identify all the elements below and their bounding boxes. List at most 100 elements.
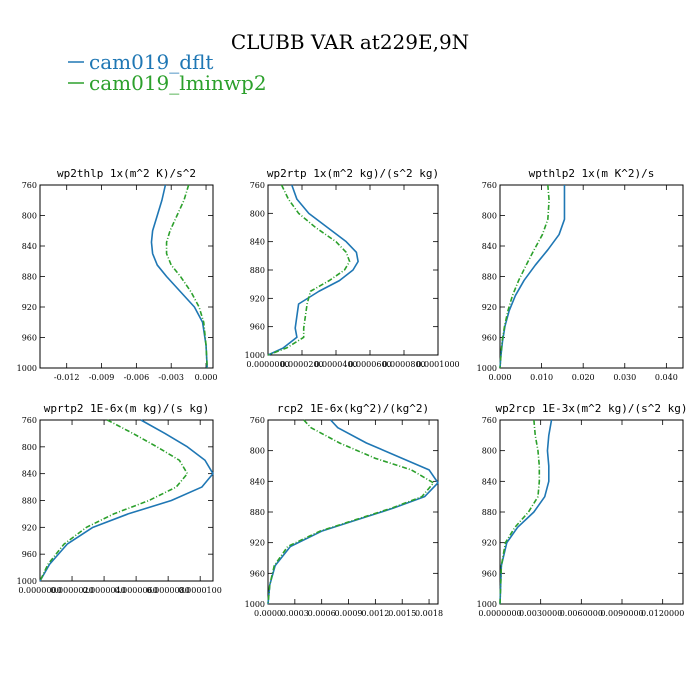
x-tick-label: 0.000 — [195, 373, 218, 382]
x-tick-label: 0.0000000 — [246, 360, 289, 369]
y-tick-label: 1000 — [477, 600, 497, 609]
y-tick-label: 760 — [482, 181, 497, 190]
y-tick-label: 880 — [250, 508, 265, 517]
panel-wpthlp2: wpthlp2 1x(m K^2)/s 760 800 840 880 920 960 100… — [477, 167, 684, 382]
x-tick-label: -0.003 — [158, 373, 184, 382]
y-tick-label: 800 — [22, 212, 37, 221]
x-tick-label: 0.0060000 — [560, 609, 603, 618]
panel-title: wp2rtp 1x(m^2 kg)/(s^2 kg) — [267, 167, 439, 180]
x-tick-label: 0.0000 — [254, 609, 282, 618]
plot-frame — [499, 419, 684, 605]
y-tick-label: 960 — [22, 334, 37, 343]
panel-wprtp2: wprtp2 1E-6x(m kg)/(s kg) 760 800 840 880 920… — [17, 402, 222, 595]
y-tick-label: 960 — [482, 334, 497, 343]
y-tick-label: 920 — [22, 523, 37, 532]
y-tick-label: 800 — [482, 447, 497, 456]
x-tick-label: 0.0015 — [388, 609, 416, 618]
y-tick-label: 920 — [250, 539, 265, 548]
y-tick-label: 800 — [22, 443, 37, 452]
y-tick-label: 760 — [482, 416, 497, 425]
panel-rcp2: rcp2 1E-6x(kg^2)/(kg^2) 760 800 840 880 920 96… — [245, 402, 443, 618]
x-tick-label: 0.0012 — [361, 609, 389, 618]
x-tick-label: -0.009 — [89, 373, 115, 382]
x-tick-label: 0.0000020 — [50, 586, 93, 595]
y-tick-label: 960 — [250, 569, 265, 578]
y-tick-label: 1000 — [17, 364, 37, 373]
series-line-lminwp2 — [499, 184, 550, 369]
y-tick-label: 840 — [250, 238, 265, 247]
y-tick-label: 1000 — [245, 600, 265, 609]
y-tick-label: 880 — [22, 497, 37, 506]
series-line-lminwp2 — [165, 184, 208, 369]
y-tick-label: 880 — [22, 273, 37, 282]
series-line-dflt — [499, 185, 566, 369]
figure-title: CLUBB VAR at229E,9N — [231, 30, 469, 54]
x-tick-label: 0.040 — [655, 373, 678, 382]
x-tick-label: 0.0001000 — [416, 360, 459, 369]
series-line-dflt — [39, 419, 214, 582]
series-line-dflt — [499, 419, 553, 605]
y-tick-label: 960 — [22, 550, 37, 559]
x-tick-label: 0.0000000 — [18, 586, 61, 595]
panel-wp2rcp: wp2rcp 1E-3x(m^2 kg)/(s^2 kg)760 800 840 88… — [477, 402, 688, 618]
y-tick-label: 1000 — [17, 577, 37, 586]
y-tick-label: 920 — [22, 303, 37, 312]
y-tick-label: 760 — [22, 181, 37, 190]
series-line-lminwp2 — [39, 419, 189, 582]
y-tick-label: 920 — [482, 539, 497, 548]
y-tick-label: 760 — [22, 416, 37, 425]
x-tick-label: 0.0003 — [281, 609, 309, 618]
panel-wp2thlp: wp2thlp 1x(m^2 K)/s^2 760 800 840 880 920 960 1… — [17, 167, 218, 382]
y-tick-label: 1000 — [477, 364, 497, 373]
y-tick-label: 800 — [250, 447, 265, 456]
y-tick-label: 880 — [482, 273, 497, 282]
x-tick-label: 0.0030000 — [519, 609, 562, 618]
plot-frame — [39, 184, 214, 369]
x-tick-label: 0.0009 — [335, 609, 363, 618]
series-line-lminwp2 — [267, 419, 435, 605]
x-tick-label: 0.0018 — [415, 609, 443, 618]
y-tick-label: 920 — [482, 303, 497, 312]
x-tick-label: 0.0120000 — [641, 609, 684, 618]
y-tick-label: 760 — [250, 181, 265, 190]
x-tick-label: 0.0000080 — [147, 586, 190, 595]
y-tick-label: 760 — [250, 416, 265, 425]
series-line-lminwp2 — [267, 184, 351, 356]
panel-wp2rtp: wp2rtp 1x(m^2 kg)/(s^2 kg)760 800 840 880 92… — [245, 167, 460, 369]
x-tick-label: 0.0000200 — [280, 360, 323, 369]
x-tick-label: 0.0000400 — [314, 360, 357, 369]
x-tick-label: -0.006 — [124, 373, 150, 382]
series-line-lminwp2 — [499, 419, 541, 605]
x-tick-label: 0.020 — [572, 373, 595, 382]
y-tick-label: 840 — [22, 242, 37, 251]
y-tick-label: 880 — [482, 508, 497, 517]
y-tick-label: 840 — [22, 470, 37, 479]
y-tick-label: 840 — [482, 242, 497, 251]
panels: wp2thlp 1x(m^2 K)/s^2 760 800 840 880 920 960 1… — [17, 167, 688, 618]
x-tick-label: 0.0000100 — [179, 586, 222, 595]
panel-title: wprtp2 1E-6x(m kg)/(s kg) — [44, 402, 210, 415]
series-line-dflt — [267, 419, 439, 605]
y-tick-label: 920 — [250, 294, 265, 303]
x-tick-label: -0.012 — [54, 373, 80, 382]
legend-label-lminwp2: cam019_lminwp2 — [89, 71, 267, 95]
panel-title: wp2rcp 1E-3x(m^2 kg)/(s^2 kg) — [495, 402, 687, 415]
plot-frame — [267, 419, 439, 605]
y-tick-label: 840 — [250, 477, 265, 486]
y-tick-label: 880 — [250, 266, 265, 275]
panel-title: wp2thlp 1x(m^2 K)/s^2 — [57, 167, 196, 180]
plot-frame — [39, 419, 214, 582]
x-tick-label: 0.000 — [489, 373, 512, 382]
x-tick-label: 0.0000060 — [114, 586, 157, 595]
x-tick-label: 0.0006 — [308, 609, 336, 618]
panel-title: rcp2 1E-6x(kg^2)/(kg^2) — [277, 402, 429, 415]
series-line-dflt — [267, 184, 359, 356]
y-tick-label: 840 — [482, 477, 497, 486]
x-tick-label: 0.0000040 — [82, 586, 125, 595]
y-tick-label: 960 — [482, 569, 497, 578]
y-tick-label: 960 — [250, 323, 265, 332]
x-tick-label: 0.030 — [613, 373, 636, 382]
series-line-dflt — [150, 184, 208, 369]
x-tick-label: 0.0000600 — [348, 360, 391, 369]
